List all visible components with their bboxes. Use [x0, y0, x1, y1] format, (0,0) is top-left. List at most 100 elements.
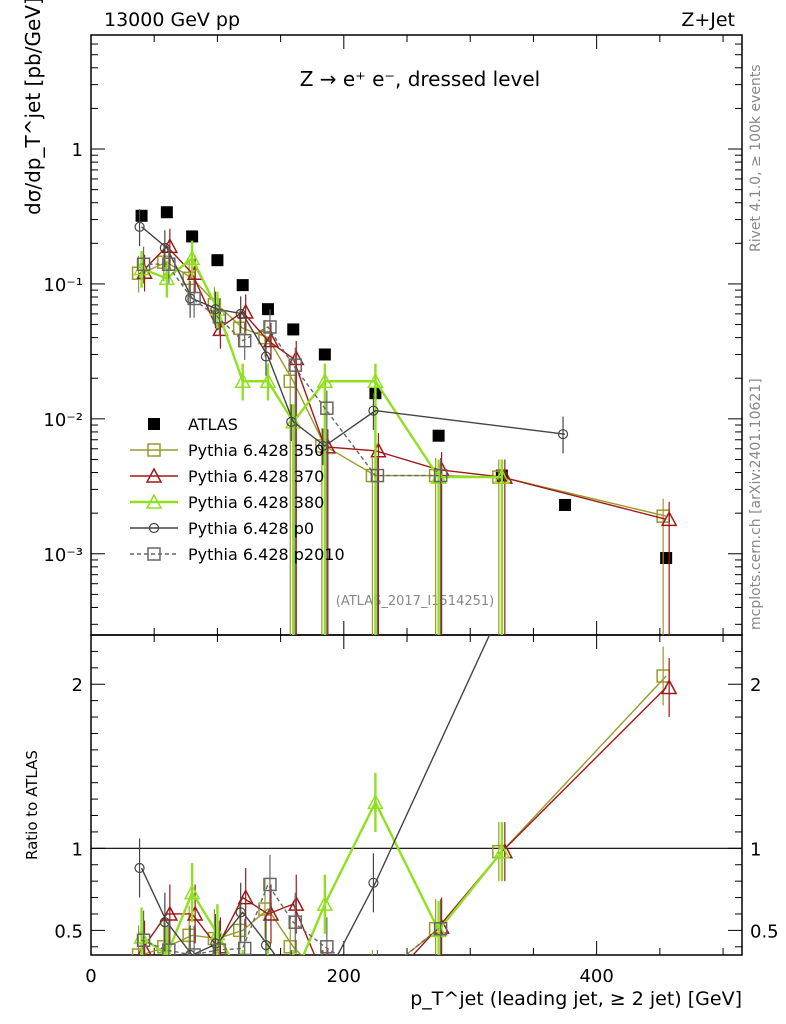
series-5-ratio-point	[263, 877, 277, 892]
series-5-point	[162, 257, 176, 271]
series-0-point	[287, 323, 300, 336]
ratio-plot-frame	[90, 634, 743, 956]
series-2-ratio-line	[140, 687, 667, 955]
series-2-line	[141, 245, 667, 521]
legend-label: Pythia 6.428 p0	[188, 519, 314, 538]
x-tick-label: 200	[327, 966, 361, 987]
legend: ATLAS Pythia 6.428 350 Pythia 6.428 370 Pyt…	[130, 415, 345, 564]
series-1-ratio-point	[366, 974, 378, 986]
series-5-point	[212, 310, 227, 324]
series-3-ratio-point	[183, 884, 201, 900]
legend-label: Pythia 6.428 p2010	[188, 545, 345, 564]
series-5-ratio-point	[237, 941, 252, 955]
series-0-point	[135, 209, 148, 222]
series-4-point	[134, 221, 145, 232]
series-5-ratio-point	[320, 940, 334, 954]
legend-marker	[145, 467, 163, 483]
legend-marker	[148, 522, 160, 534]
series-2-ratio-point	[660, 678, 678, 695]
legend-label: Pythia 6.428 350	[188, 441, 324, 460]
legend-marker	[147, 443, 161, 457]
legend-marker	[147, 547, 161, 561]
series-5-ratio-point	[433, 921, 448, 936]
series-4-ratio-point	[287, 975, 296, 984]
series-5-ratio-point	[162, 943, 176, 955]
series-3-ratio-point	[367, 793, 384, 810]
series-0-point	[559, 498, 572, 511]
y-tick-label: 10⁻³	[43, 545, 83, 566]
x-tick-label: 400	[579, 966, 613, 987]
series-5-point	[320, 401, 334, 415]
header-left: 13000 GeV pp	[104, 9, 240, 31]
y-axis-label: dσ/dp_T^jet [pb/GeV]	[21, 0, 45, 215]
series-0-point	[236, 279, 249, 292]
series-4-ratio-point	[185, 949, 196, 955]
series-4-ratio-point	[559, 466, 568, 475]
ratio-series-group	[131, 466, 678, 1002]
series-0-point	[432, 429, 445, 442]
series-1-ratio-point	[131, 948, 146, 955]
series-3-point	[209, 300, 226, 316]
series-3-point	[158, 269, 176, 286]
series-2-ratio-point	[371, 989, 385, 1002]
series-4-point	[260, 351, 272, 362]
series-4-ratio-point	[235, 907, 246, 918]
series-3-ratio-point	[236, 973, 250, 986]
series-4-ratio-point	[134, 862, 145, 874]
series-2-ratio-point	[287, 895, 305, 911]
ratio-tick-label-right: 2	[750, 675, 761, 696]
series-5-ratio-point	[288, 915, 303, 929]
series-3-ratio-point	[493, 843, 511, 859]
series-0-point	[318, 348, 331, 361]
ratio-tick-label: 0.5	[54, 921, 83, 942]
series-5-point	[136, 257, 151, 271]
series-5-point	[237, 333, 252, 348]
series-5-ratio-point	[136, 933, 151, 947]
series-0-point	[211, 254, 224, 267]
y-tick-label: 10⁻¹	[43, 275, 83, 296]
watermark: (ATLAS_2017_I1514251)	[336, 594, 494, 609]
series-5-ratio-point	[187, 948, 201, 955]
series-2-ratio-point	[262, 905, 280, 921]
chart-title: Z → e⁺ e⁻, dressed level	[300, 67, 541, 91]
series-3-point	[284, 413, 302, 429]
x-axis-label: p_T^jet (leading jet, ≥ 2 jet) [GeV]	[410, 988, 742, 1010]
ratio-tick-label: 1	[72, 839, 83, 860]
series-0-point	[160, 206, 173, 219]
series-2-point	[161, 237, 179, 254]
series-5-point	[263, 320, 277, 334]
series-5-point	[370, 468, 385, 483]
legend-marker	[148, 418, 160, 430]
series-1-ratio-point	[283, 940, 298, 954]
series-5-ratio-point	[371, 974, 383, 986]
series-4-point	[557, 429, 569, 440]
legend-label: ATLAS	[188, 415, 238, 434]
series-3-ratio-point	[286, 973, 300, 986]
legend-label: Pythia 6.428 380	[188, 493, 324, 512]
legend-marker	[145, 493, 163, 509]
main-series-group	[131, 206, 678, 635]
y-tick-label: 10⁻²	[43, 410, 83, 431]
y-tick-label: 1	[72, 140, 83, 161]
series-3-point	[234, 372, 251, 388]
series-3-point	[367, 372, 384, 388]
site-label: mcplots.cern.ch [arXiv:2401.10621]	[748, 378, 764, 630]
series-2-point	[262, 332, 280, 348]
series-2-ratio-point	[237, 888, 254, 905]
header-right: Z+Jet	[681, 9, 735, 31]
series-4-point	[235, 308, 246, 319]
series-3-ratio-point	[261, 964, 275, 977]
legend-label: Pythia 6.428 370	[188, 467, 324, 486]
series-3-point	[259, 372, 277, 388]
series-3-point	[316, 372, 334, 388]
series-4-ratio-point	[260, 940, 272, 951]
series-2-point	[287, 349, 305, 366]
series-5-point	[288, 358, 303, 372]
ratio-tick-label-right: 1	[750, 839, 761, 860]
series-0-point	[261, 303, 274, 316]
series-2-ratio-point	[161, 905, 179, 921]
series-0-point	[660, 552, 673, 565]
series-3-ratio-line	[140, 799, 503, 955]
series-3-point	[183, 249, 201, 266]
